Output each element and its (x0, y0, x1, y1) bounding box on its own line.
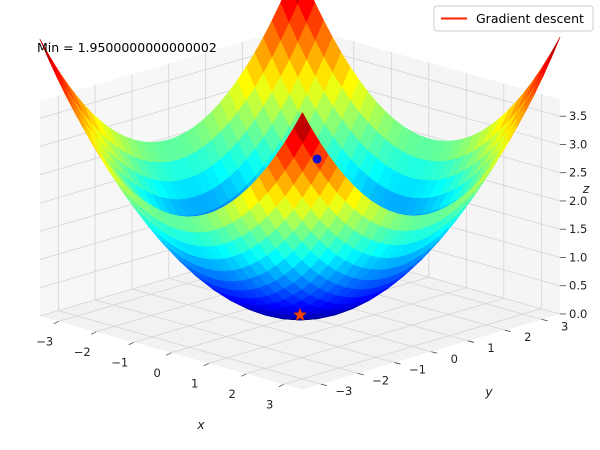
z-axis-label: z (582, 181, 590, 196)
x-axis-label: x (196, 417, 205, 432)
minimum-annotation: Min = 1.9500000000000002 (37, 40, 217, 55)
x-tick-label: 2 (229, 387, 236, 401)
floor-gridline-y (95, 299, 358, 374)
y-tick-label: −1 (409, 363, 426, 377)
y-tick-mark (541, 318, 548, 322)
surface-facet (83, 128, 102, 159)
z-tick-label: 2.0 (569, 194, 587, 208)
y-tick-mark (357, 372, 364, 376)
x-tick-mark (241, 373, 247, 377)
z-tick-label: 1.0 (569, 250, 587, 264)
z-tick-label: 1.5 (569, 222, 587, 236)
y-tick-mark (431, 351, 438, 354)
surface-facet (295, 0, 300, 5)
axis-ticks: −3−2−10123−3−2−101230.00.51.01.52.02.53.… (36, 109, 587, 411)
data-markers (293, 154, 322, 321)
minimum-star-marker (293, 307, 307, 321)
legend-box (433, 5, 594, 32)
legend: Gradient descent (433, 5, 594, 32)
y-tick-label: 0 (451, 352, 458, 366)
y-tick-label: 1 (487, 341, 494, 355)
x-tick-label: 3 (266, 397, 273, 411)
floor-gridline-y (58, 310, 321, 385)
z-tick-label: 0.5 (569, 279, 587, 293)
y-tick-label: 3 (561, 319, 568, 333)
z-tick-label: 0.0 (569, 307, 587, 321)
y-tick-mark (467, 340, 475, 343)
y-tick-mark (394, 362, 401, 365)
x-tick-label: 0 (154, 366, 161, 380)
z-tick-label: 3.5 (569, 109, 587, 123)
y-tick-mark (504, 329, 511, 333)
x-tick-mark (166, 352, 172, 356)
x-tick-label: −2 (74, 345, 91, 359)
surface-facet (542, 36, 561, 74)
x-tick-mark (91, 331, 97, 335)
x-tick-label: 1 (191, 376, 198, 390)
y-tick-label: 2 (524, 330, 531, 344)
surface-facet (48, 54, 67, 90)
x-tick-label: −1 (111, 355, 128, 369)
x-tick-mark (128, 341, 134, 346)
x-tick-label: −3 (36, 334, 53, 348)
surface-facet (533, 52, 552, 88)
current-point-marker (312, 154, 322, 164)
y-tick-label: −2 (372, 373, 389, 387)
floor-gridline-y (131, 288, 395, 363)
y-axis-label: y (484, 384, 493, 399)
y-tick-mark (320, 383, 327, 387)
z-tick-label: 2.5 (569, 166, 587, 180)
surface-plot (39, 0, 561, 321)
x-tick-mark (278, 383, 284, 388)
x-tick-mark (53, 320, 59, 325)
z-tick-label: 3.0 (569, 137, 587, 151)
y-tick-label: −3 (335, 384, 352, 398)
x-tick-mark (203, 362, 209, 367)
legend-label: Gradient descent (476, 11, 584, 26)
